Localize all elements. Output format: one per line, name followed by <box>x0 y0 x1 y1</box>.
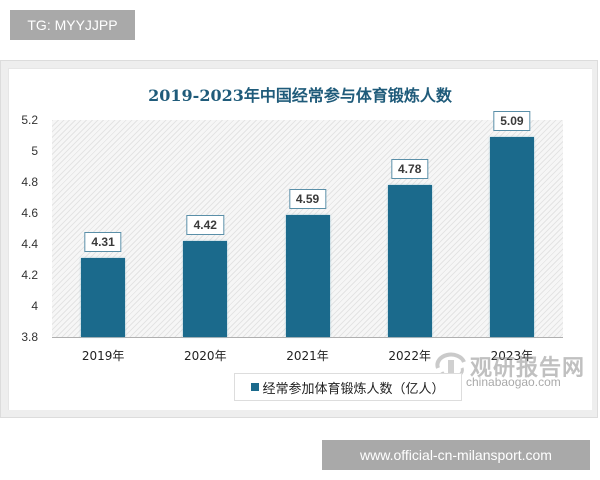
chart-title: 2019-2023年中国经常参与体育锻炼人数 <box>148 86 452 105</box>
y-tick-label: 3.8 <box>21 330 38 344</box>
bar <box>489 137 534 337</box>
y-tick-label: 5.2 <box>21 113 38 127</box>
bar <box>387 185 432 337</box>
y-tick-label: 4 <box>31 299 38 313</box>
y-tick-label: 5 <box>31 144 38 158</box>
bar-value-label: 4.42 <box>186 214 224 235</box>
bar <box>81 257 126 337</box>
x-tick-label: 2019年 <box>81 349 125 363</box>
bottom-tag-text: www.official-cn-milansport.com <box>360 447 552 463</box>
watermark-en: chinabaogao.com <box>466 375 561 389</box>
x-tick-label: 2023年 <box>490 349 534 363</box>
x-tick-label: 2022年 <box>388 349 431 363</box>
y-tick-label: 4.8 <box>21 175 38 189</box>
watermark-cn: 观研报告网 <box>470 356 586 381</box>
bar <box>183 240 228 337</box>
x-tick-label: 2021年 <box>286 349 329 363</box>
bar <box>285 214 330 337</box>
bottom-tag: www.official-cn-milansport.com <box>322 440 590 470</box>
top-tag: TG: MYYJJPP <box>10 10 135 40</box>
legend-label: 经常参加体育锻炼人数（亿人） <box>262 381 445 397</box>
legend: 经常参加体育锻炼人数（亿人） <box>234 373 462 401</box>
bar-value-label: 4.31 <box>84 231 122 252</box>
y-tick-label: 4.4 <box>21 237 38 251</box>
y-tick-label: 4.2 <box>21 268 38 282</box>
y-tick-label: 4.6 <box>21 206 38 220</box>
bar-value-label: 4.78 <box>391 159 429 180</box>
top-tag-text: TG: MYYJJPP <box>27 17 118 33</box>
x-tick-label: 2020年 <box>184 349 227 363</box>
legend-swatch-icon <box>251 383 260 391</box>
bar-value-label: 5.09 <box>493 111 531 132</box>
bar-value-label: 4.59 <box>288 188 327 209</box>
